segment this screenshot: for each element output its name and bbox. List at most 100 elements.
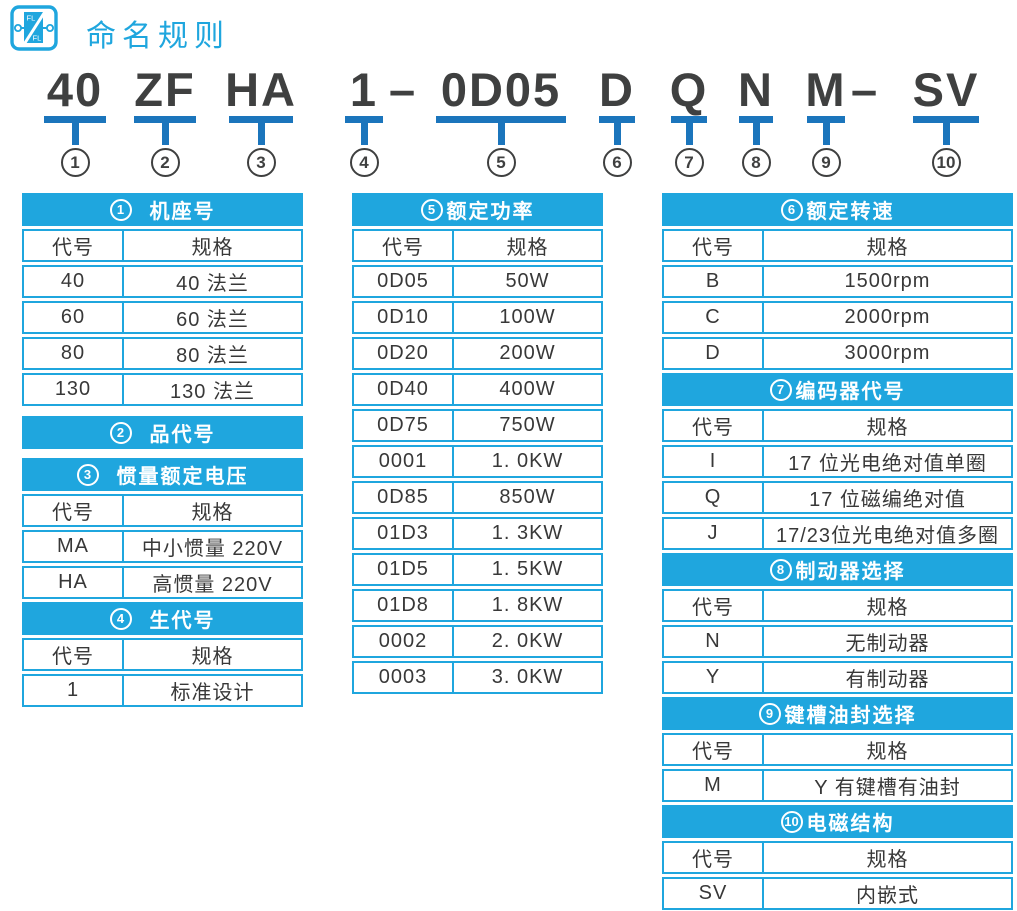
cell-code: 0001 (354, 447, 454, 476)
cell-spec: 标准设计 (170, 682, 255, 704)
section-title: 惯量额定电压 (116, 466, 249, 488)
section-number-circle: 5 (420, 198, 443, 221)
table-row: 0D10 100W (352, 301, 603, 334)
segment-marker-circle: 6 (602, 148, 632, 177)
code-segment-7: Q 7 (669, 63, 709, 177)
code-segment-9: M 9 (805, 63, 847, 177)
cell-code: 130 (24, 375, 124, 404)
section-title: 电磁结构 (806, 813, 895, 835)
segment-underline (345, 116, 383, 123)
table-row: 1 标准设计 (22, 674, 303, 707)
table-row: 01D8 1. 8KW (352, 589, 603, 622)
cell-spec: 17 位光电绝对值单圈 (788, 453, 987, 475)
table-row: I 17 位光电绝对值单圈 (662, 445, 1013, 478)
cell-spec: 1. 0KW (491, 450, 564, 472)
table-row: 0D05 50W (352, 265, 603, 298)
page-title: 命名规则 (86, 20, 230, 53)
code-segment-10: SV 10 (913, 64, 979, 177)
segment-underline (44, 116, 106, 123)
cell-spec: 850W (499, 486, 556, 508)
column-middle: 5 额定功率 代号 规格 0D05 50W 0D10 100W 0D20 200… (352, 193, 603, 697)
table-row: C 2000rpm (662, 301, 1013, 334)
table-row: 80 80 法兰 (22, 337, 303, 370)
cell-code: 0D75 (354, 411, 454, 440)
section-header-brake-option: 8 制动器选择 (662, 553, 1013, 586)
segment-marker-circle: 10 (931, 148, 961, 177)
segment-tick (497, 123, 505, 145)
segment-tick (257, 123, 265, 145)
segment-underline (229, 116, 293, 123)
segment-underline (436, 116, 566, 123)
column-header-code: 代号 (24, 231, 124, 260)
table-row: 130 130 法兰 (22, 373, 303, 406)
code-segment-5: 0D05 5 (436, 64, 566, 177)
section-number-circle: 1 (109, 198, 132, 221)
cell-spec: 60 法兰 (176, 309, 249, 331)
cell-code: M (664, 771, 764, 800)
cell-spec: 3. 0KW (491, 666, 564, 688)
table-header-row: 代号 规格 (662, 229, 1013, 262)
code-text: Q (669, 63, 709, 116)
segment-marker-circle: 1 (60, 148, 90, 177)
table-row: J 17/23位光电绝对值多圈 (662, 517, 1013, 550)
table-header-row: 代号 规格 (662, 409, 1013, 442)
column-header-code: 代号 (664, 231, 764, 260)
segment-tick (161, 123, 169, 145)
segment-marker-circle: 3 (246, 148, 276, 177)
table-row: Q 17 位磁编绝对值 (662, 481, 1013, 514)
table-header-row: 代号 规格 (22, 229, 303, 262)
segment-tick (942, 123, 950, 145)
cell-code: N (664, 627, 764, 656)
code-dash: – (851, 63, 878, 116)
code-text: N (738, 63, 774, 116)
cell-code: 60 (24, 303, 124, 332)
spacer (22, 409, 303, 416)
cell-spec: 17/23位光电绝对值多圈 (775, 525, 1000, 547)
table-header-row: 代号 规格 (352, 229, 603, 262)
table-row: 60 60 法兰 (22, 301, 303, 334)
column-header-spec: 规格 (866, 237, 909, 259)
brand-logo-icon: FL FL (10, 5, 58, 51)
column-header-code: 代号 (664, 591, 764, 620)
section-title: 制动器选择 (795, 561, 906, 583)
cell-code: Y (664, 663, 764, 692)
table-row: N 无制动器 (662, 625, 1013, 658)
section-number-circle: 9 (758, 702, 781, 725)
section-header-keyway-oilseal: 9 键槽油封选择 (662, 697, 1013, 730)
cell-code: HA (24, 568, 124, 597)
cell-spec: 3000rpm (844, 342, 931, 364)
cell-spec: 200W (499, 342, 556, 364)
section-title: 额定转速 (806, 201, 895, 223)
segment-underline (671, 116, 707, 123)
code-text: ZF (134, 63, 196, 116)
code-segment-3: HA 3 (225, 64, 295, 177)
section-title: 编码器代号 (795, 381, 906, 403)
section-number-circle: 10 (780, 810, 803, 833)
section-header-encoder-code: 7 编码器代号 (662, 373, 1013, 406)
table-header-row: 代号 规格 (662, 733, 1013, 766)
cell-code: 01D5 (354, 555, 454, 584)
cell-spec: 中小惯量 220V (141, 538, 284, 560)
column-right: 6 额定转速 代号 规格 B 1500rpm C 2000rpm D 3000r… (662, 193, 1013, 911)
code-segment-2: ZF 2 (134, 64, 196, 177)
cell-spec: 内嵌式 (856, 885, 919, 907)
model-code-line: 40 1 ZF 2 HA 3 1 4 – 0D05 5 (0, 64, 1017, 182)
segment-underline (807, 116, 845, 123)
cell-code: Q (664, 483, 764, 512)
cell-code: 0D20 (354, 339, 454, 368)
code-text: M (805, 63, 847, 116)
column-left: 1 机座号 代号 规格 40 40 法兰 60 60 法兰 80 80 法兰 1… (22, 193, 303, 710)
segment-tick (822, 123, 830, 145)
section-number-circle: 2 (109, 421, 132, 444)
cell-spec: 2. 0KW (491, 630, 564, 652)
section-title: 生代号 (149, 610, 216, 632)
section-title: 品代号 (149, 424, 216, 446)
cell-spec: 高惯量 220V (152, 574, 273, 596)
section-number-circle: 6 (780, 198, 803, 221)
section-header-inertia-voltage: 3 惯量额定电压 (22, 458, 303, 491)
code-text: SV (912, 63, 980, 116)
cell-code: 0D10 (354, 303, 454, 332)
cell-spec: 有制动器 (845, 669, 930, 691)
segment-tick (752, 123, 760, 145)
